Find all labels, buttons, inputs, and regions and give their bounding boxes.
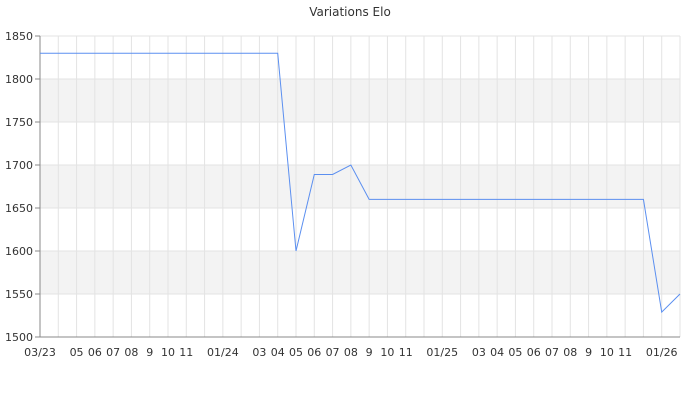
elo-line [40,52,681,314]
x-tick-label: 01/25 [426,346,458,359]
x-tick-label: 9 [585,346,592,359]
y-tick-label: 1650 [5,202,33,215]
x-tick-label: 03 [252,346,266,359]
y-tick-label: 1500 [5,331,33,344]
x-tick-label: 9 [146,346,153,359]
chart-title: Variations Elo [309,5,391,19]
y-tick-label: 1750 [5,116,33,129]
x-tick-label: 06 [307,346,321,359]
x-tick-label: 06 [88,346,102,359]
x-tick-label: 07 [106,346,120,359]
x-tick-label: 07 [326,346,340,359]
x-tick-label: 11 [618,346,632,359]
x-tick-label: 03 [472,346,486,359]
x-tick-label: 07 [545,346,559,359]
x-tick-label: 05 [508,346,522,359]
x-tick-label: 01/24 [207,346,239,359]
y-tick-label: 1800 [5,73,33,86]
x-tick-label: 05 [289,346,303,359]
x-tick-label: 01/26 [646,346,678,359]
y-tick-label: 1850 [5,30,33,43]
y-tick-label: 1600 [5,245,33,258]
x-tick-label: 11 [399,346,413,359]
x-tick-label: 9 [366,346,373,359]
x-tick-label: 08 [563,346,577,359]
x-tick-label: 06 [527,346,541,359]
grid-band [40,251,680,294]
x-tick-label: 10 [161,346,175,359]
grid-band [40,165,680,208]
x-tick-label: 11 [179,346,193,359]
y-tick-label: 1550 [5,288,33,301]
x-tick-label: 03/23 [24,346,56,359]
y-tick-label: 1700 [5,159,33,172]
x-tick-label: 05 [70,346,84,359]
x-tick-label: 04 [490,346,504,359]
x-tick-label: 10 [600,346,614,359]
x-tick-label: 08 [124,346,138,359]
x-tick-label: 10 [380,346,394,359]
grid-band [40,79,680,122]
x-tick-label: 04 [271,346,285,359]
x-tick-label: 08 [344,346,358,359]
